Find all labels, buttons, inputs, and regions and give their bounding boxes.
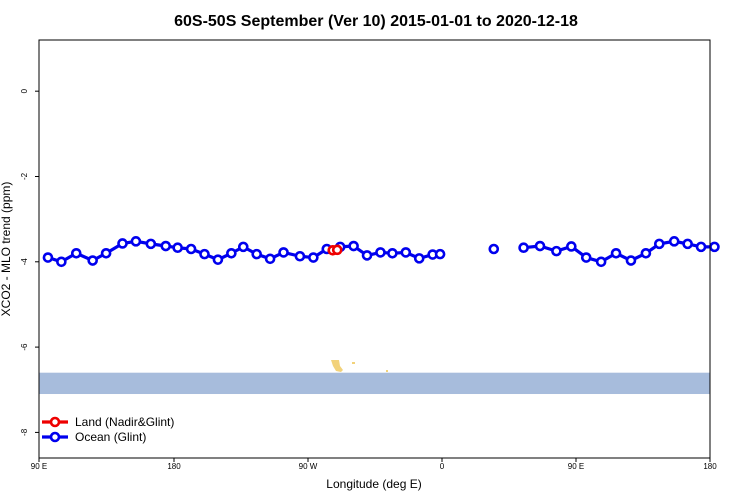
land-shape: [331, 360, 343, 372]
legend-marker: [49, 431, 61, 443]
data-point: [640, 247, 652, 259]
data-point: [56, 256, 67, 268]
y-axis: 0 -2 -4 -6 -8: [20, 88, 39, 436]
y-axis-label: XCO2 - MLO trend (ppm): [0, 182, 13, 317]
x-tick-label: 0: [440, 462, 445, 471]
data-point: [595, 256, 607, 268]
land-shape: [386, 370, 388, 372]
legend: Land (Nadir&Glint)Ocean (Glint): [42, 415, 174, 444]
x-tick-label: 90 W: [299, 462, 318, 471]
data-point: [434, 248, 446, 260]
data-point: [130, 236, 142, 247]
data-point: [625, 255, 637, 266]
data-point: [185, 243, 197, 255]
data-point: [160, 240, 172, 252]
data-point: [278, 247, 289, 258]
data-point: [117, 238, 128, 249]
data-point: [668, 236, 680, 247]
data-point: [709, 241, 720, 253]
data-point: [610, 247, 622, 259]
data-point: [387, 247, 398, 259]
data-point: [534, 240, 546, 252]
data-point: [413, 253, 425, 264]
legend-entry: Ocean (Glint): [42, 430, 146, 444]
x-tick-label: 90 E: [31, 462, 47, 471]
series-ocean-glint-: [42, 236, 720, 268]
plot-frame: [38, 39, 711, 459]
land-shape: [352, 362, 355, 364]
x-axis: 90 E 180 90 W 0 90 E 180: [31, 458, 717, 471]
data-point: [100, 247, 112, 259]
plot-area: [39, 236, 720, 395]
data-point: [199, 248, 210, 260]
latitude-band: [39, 372, 710, 395]
x-tick-label: 90 E: [568, 462, 584, 471]
data-point: [212, 254, 224, 265]
data-point: [375, 247, 386, 258]
legend-label: Ocean (Glint): [75, 430, 146, 444]
legend-entry: Land (Nadir&Glint): [42, 415, 174, 429]
data-point: [87, 255, 98, 266]
data-point: [308, 252, 319, 263]
y-tick-label: -8: [20, 428, 29, 436]
legend-label: Land (Nadir&Glint): [75, 415, 174, 429]
data-point: [566, 241, 577, 252]
data-point: [580, 252, 592, 263]
data-point: [264, 253, 276, 265]
data-point: [551, 245, 562, 257]
y-tick-label: -4: [20, 258, 29, 266]
x-tick-label: 180: [703, 462, 717, 471]
data-point: [695, 241, 707, 253]
data-point: [488, 243, 500, 255]
legend-marker: [49, 416, 61, 428]
y-tick-label: 0: [20, 88, 29, 93]
data-point: [251, 248, 263, 260]
data-point: [70, 247, 82, 259]
data-point: [42, 252, 54, 263]
data-point: [237, 241, 249, 253]
data-point: [172, 242, 183, 254]
y-tick-label: -6: [20, 343, 29, 351]
data-point: [361, 250, 373, 261]
data-point: [348, 240, 359, 252]
data-point: [682, 238, 693, 250]
data-point: [226, 247, 237, 259]
data-point: [331, 244, 343, 256]
x-tick-label: 180: [167, 462, 181, 471]
data-point: [145, 238, 157, 250]
x-axis-label: Longitude (deg E): [326, 477, 421, 491]
data-point: [294, 250, 306, 262]
y-tick-label: -2: [20, 172, 29, 180]
chart-title: 60S-50S September (Ver 10) 2015-01-01 to…: [174, 13, 578, 30]
data-point: [518, 242, 529, 254]
data-point: [654, 238, 665, 250]
series-land-nadir-glint-: [327, 244, 343, 256]
data-point: [400, 247, 412, 258]
